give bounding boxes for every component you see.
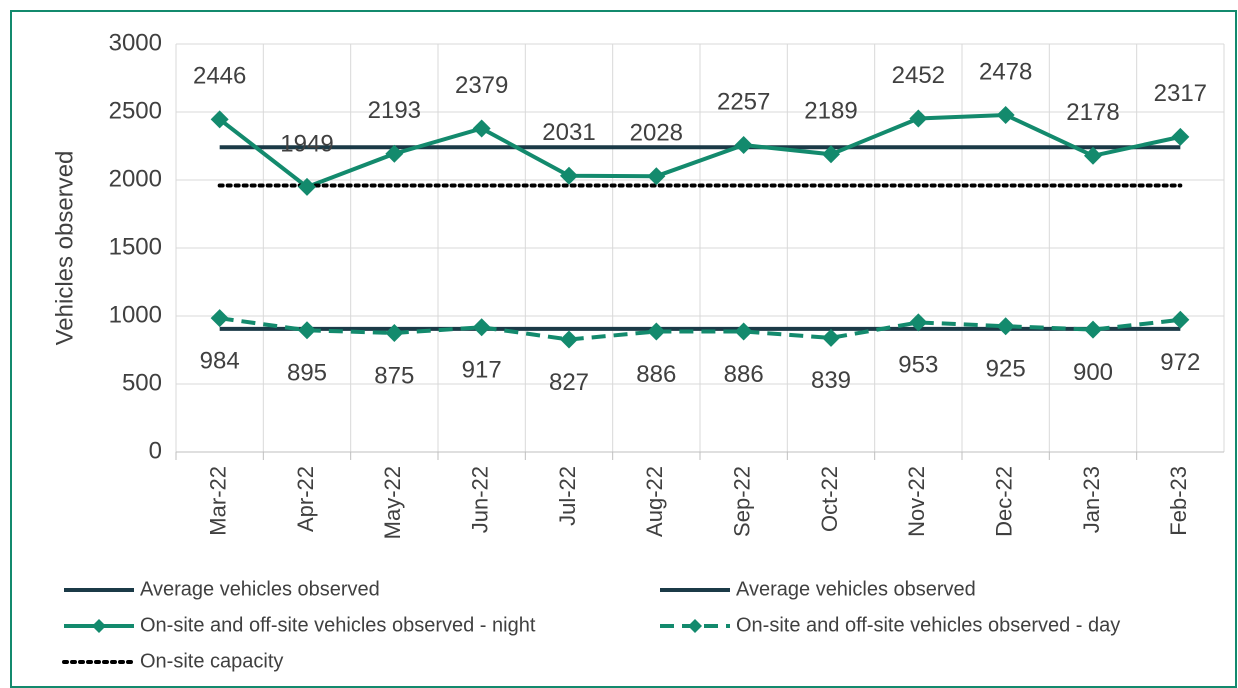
- data-label: 839: [811, 367, 851, 394]
- marker: [298, 321, 316, 340]
- data-label: 2446: [193, 63, 246, 90]
- marker: [996, 317, 1015, 336]
- data-label: 2031: [542, 119, 595, 146]
- data-label: 2379: [455, 72, 508, 99]
- marker: [385, 324, 404, 342]
- marker: [647, 167, 666, 186]
- data-label: 972: [1160, 349, 1200, 376]
- marker: [472, 119, 491, 138]
- x-tick-label: Sep-22: [729, 466, 754, 537]
- data-label: 2452: [892, 62, 945, 89]
- y-axis-label: Vehicles observed: [51, 151, 78, 346]
- data-label: 984: [200, 348, 240, 375]
- y-tick-label: 1500: [109, 233, 162, 260]
- legend-marker: [688, 619, 702, 633]
- x-tick-label: Jul-22: [555, 466, 580, 526]
- data-label: 875: [374, 362, 414, 389]
- x-tick-label: May-22: [380, 466, 405, 539]
- x-tick-label: Jan-23: [1079, 466, 1104, 533]
- data-label: 2317: [1154, 80, 1207, 107]
- data-label: 827: [549, 369, 589, 396]
- x-tick-label: Mar-22: [205, 466, 230, 536]
- y-tick-label: 2000: [109, 165, 162, 192]
- series-line: [219, 316, 1181, 342]
- marker: [822, 145, 840, 164]
- legend-label: On-site and off-site vehicles observed -…: [140, 614, 536, 636]
- legend-label: Average vehicles observed: [736, 578, 976, 600]
- marker: [560, 166, 578, 185]
- data-label: 925: [986, 356, 1026, 383]
- y-tick-label: 500: [122, 369, 162, 396]
- y-tick-label: 1000: [109, 301, 162, 328]
- series-line: [218, 112, 1181, 190]
- marker: [909, 313, 928, 332]
- marker: [996, 105, 1015, 124]
- marker: [210, 110, 229, 129]
- marker: [298, 177, 316, 196]
- data-label: 2028: [630, 120, 683, 147]
- legend-marker: [92, 619, 106, 633]
- marker: [1084, 320, 1102, 339]
- data-label: 886: [724, 361, 764, 388]
- marker: [909, 109, 928, 128]
- legend-label: Average vehicles observed: [140, 578, 380, 600]
- data-label: 886: [636, 361, 676, 388]
- x-tick-label: Apr-22: [293, 466, 318, 532]
- marker: [210, 309, 229, 328]
- marker: [822, 328, 840, 347]
- marker: [385, 144, 404, 163]
- x-tick-label: Dec-22: [991, 466, 1016, 537]
- marker: [1084, 146, 1102, 165]
- x-tick-label: Nov-22: [904, 466, 929, 537]
- x-tick-label: Aug-22: [642, 466, 667, 537]
- marker: [560, 330, 578, 349]
- data-label: 2257: [717, 88, 770, 115]
- x-tick-label: Oct-22: [817, 466, 842, 532]
- data-label: 895: [287, 360, 327, 387]
- data-label: 2178: [1066, 99, 1119, 126]
- marker: [734, 322, 753, 341]
- y-tick-label: 2500: [109, 97, 162, 124]
- data-label: 1949: [280, 130, 333, 157]
- marker: [1171, 127, 1190, 146]
- marker: [647, 322, 666, 341]
- marker: [472, 318, 491, 337]
- data-label: 2189: [804, 98, 857, 125]
- legend-label: On-site capacity: [140, 650, 283, 672]
- marker: [734, 136, 753, 155]
- y-tick-label: 3000: [109, 29, 162, 56]
- x-tick-label: Feb-23: [1166, 466, 1191, 536]
- legend-label: On-site and off-site vehicles observed -…: [736, 614, 1120, 636]
- marker: [1171, 310, 1190, 329]
- data-label: 953: [898, 352, 938, 379]
- x-tick-label: Jun-22: [467, 466, 492, 533]
- data-label: 2193: [368, 97, 421, 124]
- data-label: 917: [462, 357, 502, 384]
- y-tick-label: 0: [149, 437, 162, 464]
- data-label: 900: [1073, 359, 1113, 386]
- data-label: 2478: [979, 58, 1032, 85]
